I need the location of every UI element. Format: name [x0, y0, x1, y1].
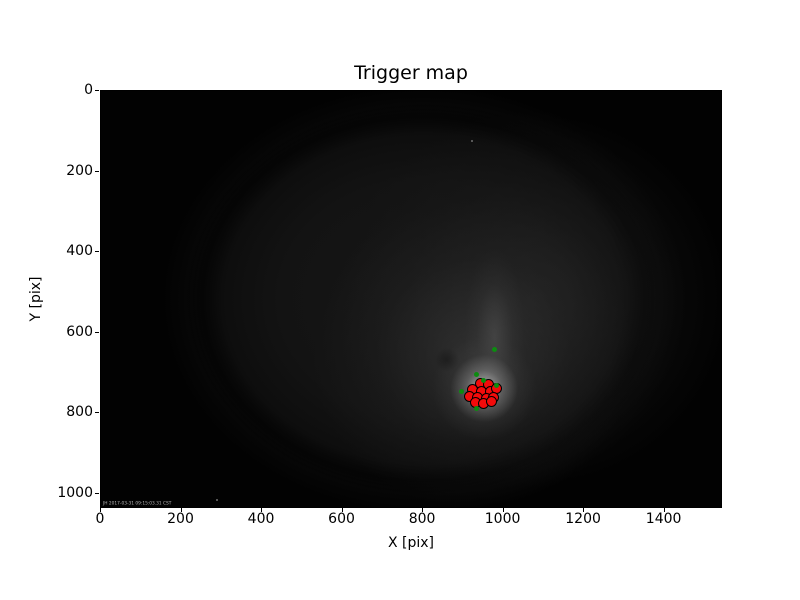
y-tick-label: 0	[84, 82, 93, 98]
y-tick-label: 800	[66, 404, 93, 421]
x-axis-label: X [pix]	[387, 535, 435, 551]
x-tick-mark	[422, 508, 424, 512]
y-tick-label: 1000	[57, 484, 93, 501]
x-tick-label: 1400	[645, 511, 682, 527]
y-axis-label: Y [pix]	[28, 276, 44, 322]
y-tick-mark	[95, 170, 99, 172]
faint-specks-marker	[215, 498, 218, 501]
chart-title: Trigger map	[354, 62, 468, 84]
secondary-pixels-marker	[494, 383, 500, 389]
x-tick-mark	[180, 508, 182, 512]
camera-image-plot-area: JH 2017-03-31 09:15:03.31 CST	[100, 90, 722, 508]
secondary-pixels-marker	[473, 372, 479, 378]
x-tick-mark	[261, 508, 263, 512]
x-tick-label: 600	[328, 511, 355, 527]
secondary-pixels-marker	[459, 389, 465, 395]
x-tick-mark	[341, 508, 343, 512]
x-tick-mark	[100, 508, 101, 512]
x-tick-label: 0	[95, 511, 105, 527]
image-timestamp-overlay: JH 2017-03-31 09:15:03.31 CST	[103, 500, 172, 506]
y-tick-mark	[95, 412, 99, 414]
y-tick-label: 400	[66, 243, 93, 260]
x-tick-label: 800	[408, 511, 436, 527]
x-tick-mark	[663, 508, 665, 512]
x-tick-label: 1000	[484, 511, 521, 527]
x-tick-label: 1200	[565, 511, 601, 527]
y-tick-label: 200	[66, 162, 93, 179]
y-tick-mark	[95, 90, 99, 91]
x-tick-mark	[502, 508, 504, 512]
x-tick-label: 400	[247, 511, 275, 527]
secondary-pixels-marker	[492, 346, 498, 352]
x-tick-label: 200	[167, 511, 194, 527]
y-tick-label: 600	[66, 323, 93, 340]
y-tick-mark	[95, 251, 99, 253]
triggered-pixels-marker	[485, 396, 497, 408]
y-tick-mark	[95, 331, 99, 333]
faint-specks-marker	[470, 139, 473, 142]
secondary-pixels-marker	[480, 378, 486, 384]
secondary-pixels-marker	[474, 405, 480, 411]
y-tick-mark	[95, 492, 99, 494]
x-tick-mark	[583, 508, 585, 512]
